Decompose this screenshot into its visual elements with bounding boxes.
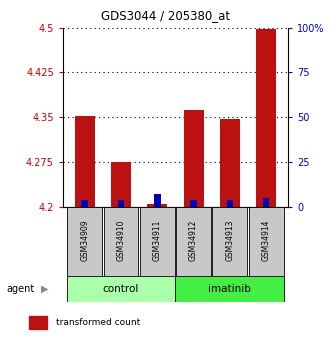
Bar <box>190 200 197 207</box>
Bar <box>147 204 167 207</box>
Bar <box>29 316 47 329</box>
Text: GSM34913: GSM34913 <box>225 219 234 261</box>
Bar <box>140 207 175 276</box>
Text: imatinib: imatinib <box>209 284 251 294</box>
Text: GSM34909: GSM34909 <box>80 219 89 261</box>
Text: GDS3044 / 205380_at: GDS3044 / 205380_at <box>101 9 230 22</box>
Bar <box>67 276 175 302</box>
Bar <box>175 276 284 302</box>
Bar <box>154 194 161 207</box>
Bar <box>213 207 247 276</box>
Bar <box>75 116 95 207</box>
Bar <box>67 207 102 276</box>
Text: GSM34911: GSM34911 <box>153 219 162 261</box>
Text: agent: agent <box>7 284 35 294</box>
Text: GSM34912: GSM34912 <box>189 219 198 261</box>
Bar <box>263 198 269 207</box>
Bar <box>184 110 204 207</box>
Text: ▶: ▶ <box>41 284 49 294</box>
Bar <box>81 200 88 207</box>
Bar <box>256 29 276 207</box>
Bar <box>227 200 233 207</box>
Text: transformed count: transformed count <box>56 318 140 327</box>
Text: GSM34914: GSM34914 <box>262 219 271 261</box>
Bar <box>220 119 240 207</box>
Text: control: control <box>103 284 139 294</box>
Bar <box>104 207 138 276</box>
Bar <box>249 207 284 276</box>
Bar <box>111 161 131 207</box>
Text: GSM34910: GSM34910 <box>117 219 125 261</box>
Bar <box>176 207 211 276</box>
Bar <box>118 200 124 207</box>
